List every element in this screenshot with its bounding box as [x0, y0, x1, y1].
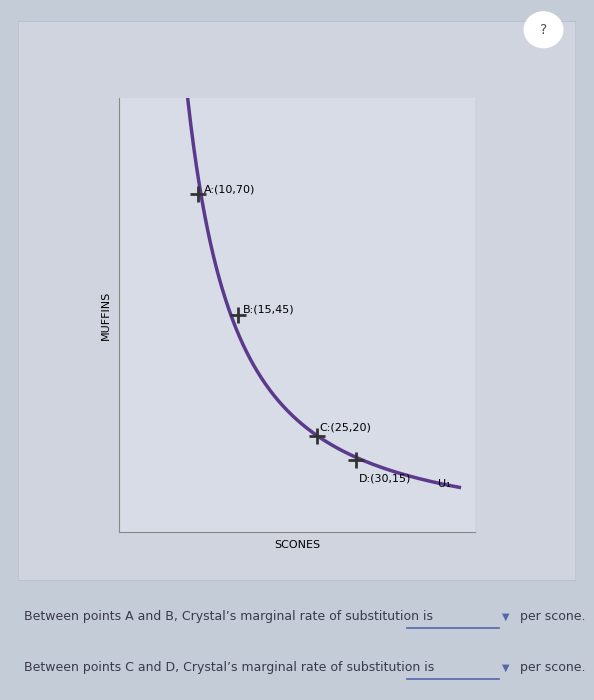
Text: D:(30,15): D:(30,15) — [359, 473, 411, 484]
Text: Between points A and B, Crystal’s marginal rate of substitution is: Between points A and B, Crystal’s margin… — [24, 610, 433, 623]
Text: B:(15,45): B:(15,45) — [243, 304, 295, 314]
X-axis label: SCONES: SCONES — [274, 540, 320, 550]
Y-axis label: MUFFINS: MUFFINS — [100, 290, 110, 340]
Text: per scone.: per scone. — [520, 610, 585, 623]
Text: ?: ? — [540, 22, 547, 36]
Text: A:(10,70): A:(10,70) — [204, 184, 255, 194]
Text: C:(25,20): C:(25,20) — [319, 423, 371, 433]
Text: per scone.: per scone. — [520, 662, 585, 674]
FancyBboxPatch shape — [18, 21, 576, 581]
Text: Between points C and D, Crystal’s marginal rate of substitution is: Between points C and D, Crystal’s margin… — [24, 662, 434, 674]
Circle shape — [525, 12, 563, 48]
Text: U₁: U₁ — [438, 480, 451, 489]
Text: ▼: ▼ — [502, 612, 510, 622]
Text: ▼: ▼ — [502, 663, 510, 673]
